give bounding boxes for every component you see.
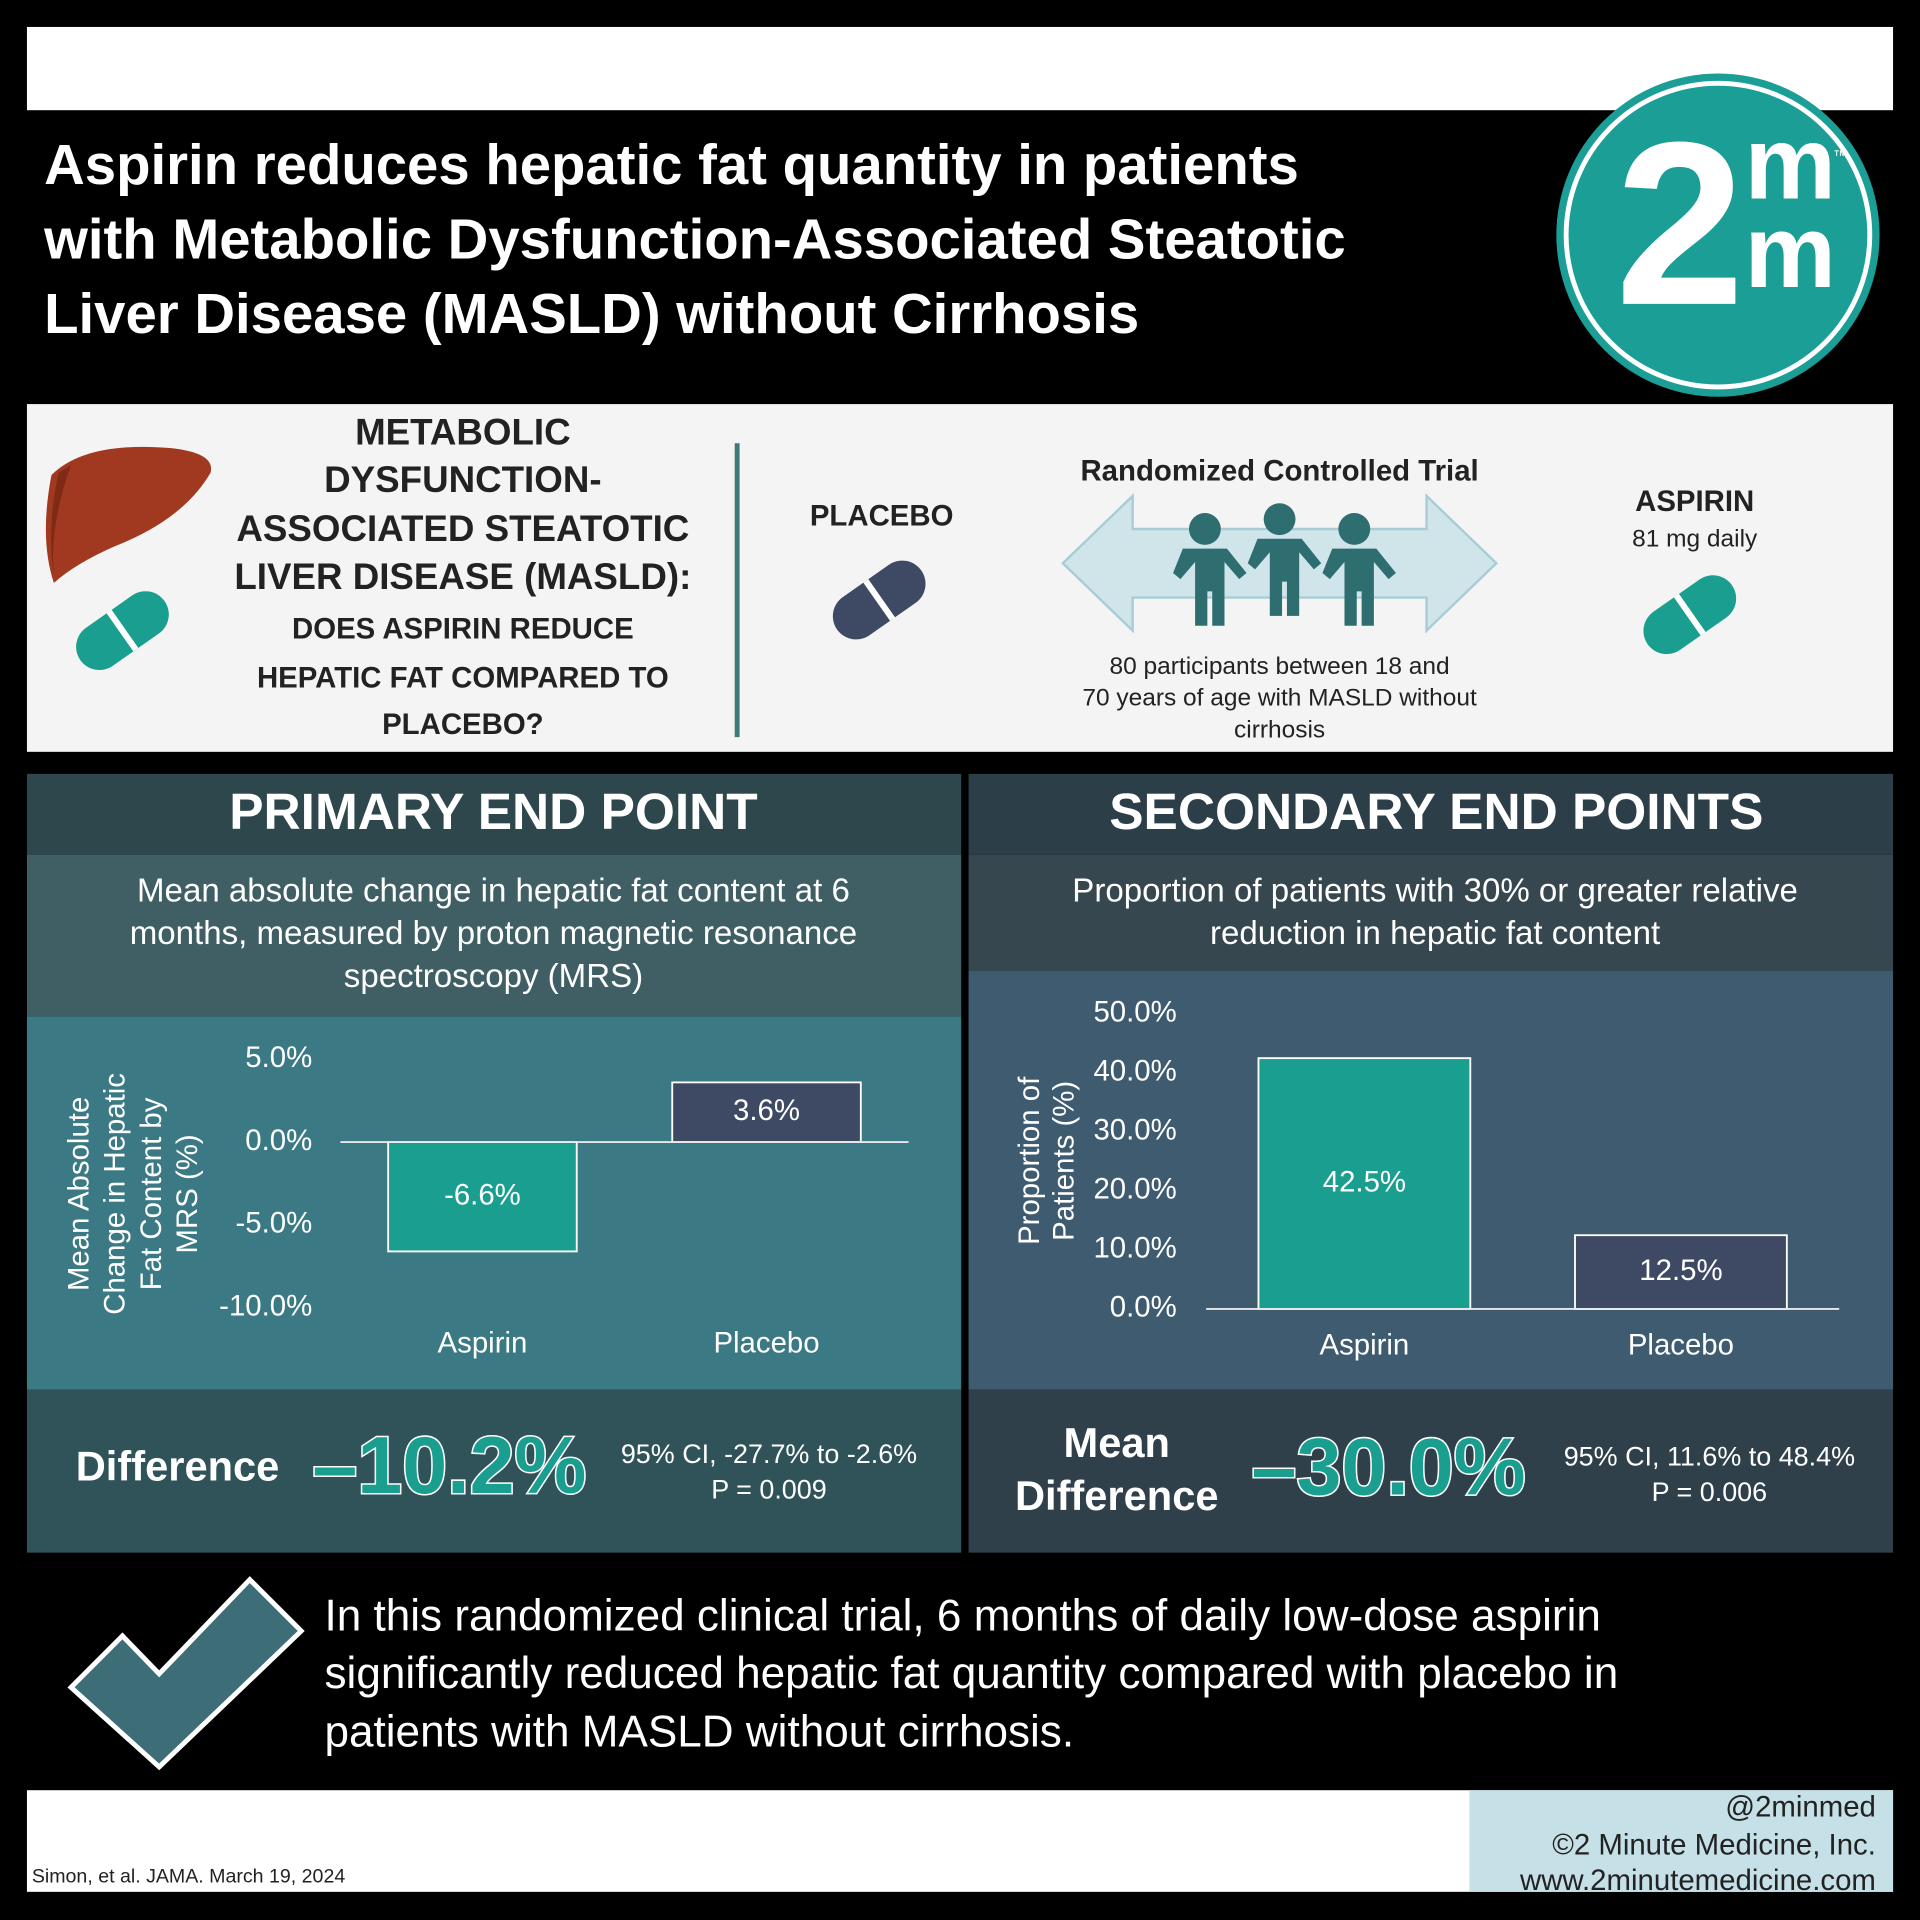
description-line: months, measured by proton magnetic reso… (130, 915, 857, 952)
x-tick-label: Aspirin (438, 1326, 528, 1359)
title: Aspirin reduces hepatic fat quantity in … (43, 133, 1346, 345)
heading-line: METABOLIC (355, 411, 571, 452)
participants-line: cirrhosis (1234, 716, 1325, 743)
design-panel (26, 404, 1894, 752)
bar (1574, 1234, 1788, 1310)
pill-icon (76, 591, 169, 671)
y-tick-label: 0.0% (245, 1124, 312, 1157)
value-label: 12.5% (1639, 1254, 1722, 1287)
logo-letter: m (1744, 106, 1835, 221)
primary-header (26, 773, 962, 855)
pill-icon (1643, 575, 1737, 655)
conclusion: In this randomized clinical trial, 6 mon… (324, 1591, 1618, 1756)
y-axis-label: Proportion ofPatients (%) (1013, 1076, 1080, 1245)
p-value: P = 0.009 (711, 1475, 827, 1505)
logo-circle (1556, 73, 1880, 397)
secondary-description-panel (968, 854, 1894, 972)
description-line: spectroscopy (MRS) (344, 958, 643, 995)
top-strip (26, 26, 1894, 111)
x-tick-label: Placebo (713, 1326, 819, 1359)
aspirin-label: ASPIRIN (1635, 485, 1754, 518)
handle: @2minmed (1725, 1790, 1876, 1823)
x-tick-label: Aspirin (1319, 1329, 1409, 1362)
checkmark-icon (67, 1576, 305, 1771)
heading-line: DYSFUNCTION- (324, 459, 601, 500)
logo-letter: m (1744, 194, 1835, 309)
y-tick-label: 30.0% (1093, 1114, 1176, 1147)
logo-trademark: ™ (1833, 149, 1848, 165)
placebo-label: PLACEBO (810, 500, 954, 533)
difference-value: –30.0% (1252, 1422, 1526, 1512)
question-line: PLACEBO? (382, 708, 544, 741)
confidence-interval: 95% CI, 11.6% to 48.4% (1564, 1441, 1855, 1471)
heading-line: ASSOCIATED STEATOTIC (236, 508, 689, 549)
question-text: DOES ASPIRIN REDUCE HEPATIC FAT COMPARED… (257, 612, 669, 741)
secondary-description: Proportion of patients with 30% or great… (1072, 872, 1798, 952)
question-heading: METABOLIC DYSFUNCTION- ASSOCIATED STEATO… (234, 411, 691, 596)
bar (1257, 1057, 1472, 1310)
difference-label: Difference (76, 1442, 280, 1489)
y-tick-label: 5.0% (245, 1041, 312, 1074)
bar (387, 1141, 578, 1253)
title-line: with Metabolic Dysfunction-Associated St… (43, 208, 1346, 271)
title-line: Liver Disease (MASLD) without Cirrhosis (44, 282, 1139, 345)
question-line: HEPATIC FAT COMPARED TO (257, 661, 669, 694)
question-line: DOES ASPIRIN REDUCE (292, 612, 634, 645)
people-icon (1173, 503, 1396, 626)
description-line: Proportion of patients with 30% or great… (1072, 872, 1798, 909)
logo-number: 2 (1615, 94, 1744, 354)
y-axis-label: Mean Absolute Change in Hepatic Fat Conten… (62, 1073, 203, 1315)
value-label: -6.6% (444, 1178, 521, 1211)
difference-label: Mean (1064, 1419, 1170, 1466)
difference-value: –10.2% (312, 1421, 586, 1511)
y-tick-label: -5.0% (235, 1207, 312, 1240)
heading-line: LIVER DISEASE (MASLD): (234, 556, 691, 597)
confidence-interval: 95% CI, -27.7% to -2.6% (621, 1439, 917, 1469)
pill-icon (832, 560, 926, 640)
citation: Simon, et al. JAMA. March 19, 2024 (32, 1865, 346, 1887)
y-tick-label: 20.0% (1093, 1173, 1176, 1206)
dose-label: 81 mg daily (1632, 525, 1758, 552)
secondary-difference-panel (968, 1389, 1894, 1553)
y-tick-label: -10.0% (219, 1290, 312, 1323)
copyright: ©2 Minute Medicine, Inc. (1552, 1828, 1876, 1861)
conclusion-line: In this randomized clinical trial, 6 mon… (324, 1591, 1600, 1640)
panel-heading: PRIMARY END POINT (229, 782, 757, 840)
secondary-header (968, 773, 1894, 855)
value-label: 3.6% (733, 1094, 800, 1127)
panel-heading: SECONDARY END POINTS (1109, 782, 1763, 840)
trial-label: Randomized Controlled Trial (1080, 454, 1478, 487)
y-tick-label: 0.0% (1110, 1291, 1177, 1324)
y-tick-label: 10.0% (1093, 1232, 1176, 1265)
participants-line: 80 participants between 18 and (1110, 653, 1450, 680)
x-tick-label: Placebo (1628, 1329, 1734, 1362)
liver-shade (51, 465, 72, 576)
website: www.2minutemedicine.com (1519, 1864, 1876, 1897)
y-tick-label: 50.0% (1093, 996, 1176, 1029)
footer-box (1469, 1790, 1894, 1892)
p-value: P = 0.006 (1652, 1477, 1768, 1507)
primary-description: Mean absolute change in hepatic fat cont… (130, 872, 857, 995)
conclusion-line: significantly reduced hepatic fat quanti… (324, 1649, 1618, 1698)
description-line: reduction in hepatic fat content (1210, 915, 1660, 952)
logo-ring (1563, 80, 1873, 390)
title-line: Aspirin reduces hepatic fat quantity in … (44, 133, 1299, 196)
primary-difference-panel (26, 1389, 962, 1553)
participants-line: 70 years of age with MASLD without (1082, 685, 1477, 712)
difference-label: Difference (1015, 1472, 1219, 1519)
primary-description-panel (26, 854, 962, 1017)
liver-icon (45, 446, 212, 583)
conclusion-line: patients with MASLD without cirrhosis. (324, 1708, 1074, 1757)
credits: @2minmed ©2 Minute Medicine, Inc. www.2m… (1519, 1790, 1876, 1896)
logo: 2 m m ™ (1556, 73, 1880, 397)
description-line: Mean absolute change in hepatic fat cont… (137, 872, 850, 909)
participants: 80 participants between 18 and 70 years … (1082, 653, 1477, 744)
y-tick-label: 40.0% (1093, 1055, 1176, 1088)
value-label: 42.5% (1323, 1165, 1406, 1198)
